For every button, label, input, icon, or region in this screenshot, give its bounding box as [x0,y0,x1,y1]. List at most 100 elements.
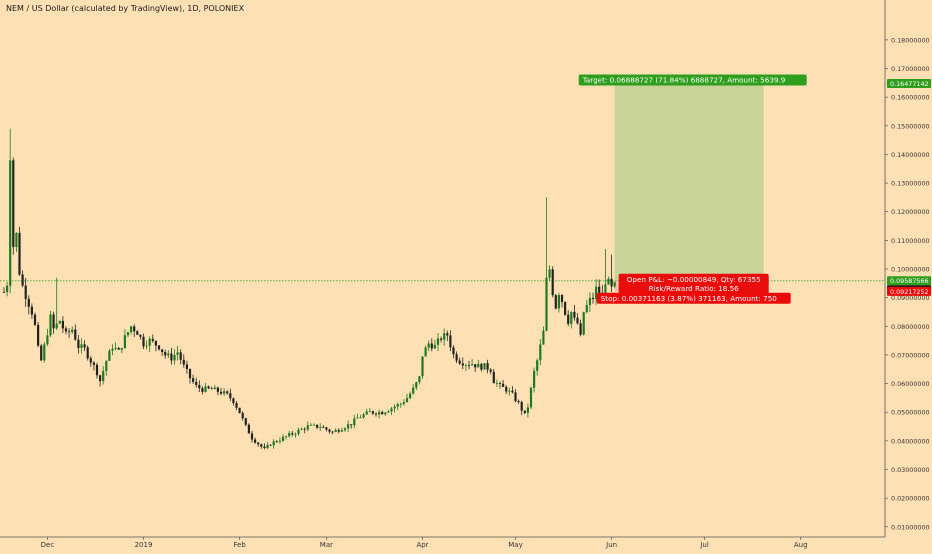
candle-body [455,354,458,361]
candle-body [167,353,170,356]
candle-body [241,413,244,419]
candle-body [285,436,288,437]
candle-body [387,411,390,413]
candle-body [334,430,337,432]
candle-body [95,364,99,376]
candle-body [381,412,384,415]
candle-body [529,387,533,408]
candle-body [46,335,49,345]
candle-body [226,391,229,394]
candle-body [539,344,542,361]
candle-body [604,284,607,293]
candle-body [436,338,440,345]
candle-body [430,343,433,349]
candle-body [517,401,520,403]
candle-body [80,344,83,349]
candle-body [396,404,399,407]
candle-body [6,285,9,293]
candle-body [591,297,595,299]
target-zone[interactable] [614,83,764,281]
candle-body [192,378,195,382]
candle-body [554,295,557,309]
candle-body [61,320,64,329]
candle-body [185,364,188,369]
candle-body [347,424,350,429]
candle-body [244,418,247,425]
price-tick-label: 0.08000000 [891,323,930,331]
candle-body [536,360,539,371]
candle-body [49,314,52,336]
candle-body [514,392,517,402]
candle-body [269,444,272,446]
candle-body [588,297,591,306]
price-tick-label: 0.12000000 [891,208,930,216]
candle-body [303,428,306,430]
target-label-box[interactable] [578,74,807,86]
candle-body [117,348,120,350]
candle-body [257,442,260,445]
candle-body [350,424,353,426]
candle-body [142,336,145,347]
time-tick-label: Apr [416,541,428,549]
candle-body [526,407,529,413]
candle-body [275,441,278,443]
candle-body [498,383,502,384]
candle-body [195,381,198,385]
candle-body [564,301,567,315]
candle-body [272,441,275,446]
candle-body [471,364,474,366]
candle-body [412,387,415,394]
chart-title: NEM / US Dollar (calculated by TradingVi… [6,4,245,13]
price-axis-panel [885,0,932,550]
candle-body [576,317,579,324]
candle-body [567,314,570,324]
price-tick-label: 0.13000000 [891,180,930,188]
candle-body [319,427,322,429]
candle-body [291,433,294,435]
candle-body [83,344,86,348]
time-tick-label: May [508,541,522,549]
candle-body [610,278,613,287]
candle-body [520,402,523,411]
candle-body [418,376,421,383]
candle-body [173,354,176,361]
price-badge [887,276,931,286]
candle-body [58,320,61,324]
candle-body [18,232,21,275]
candle-body [607,278,610,285]
price-tick-label: 0.10000000 [891,266,930,274]
price-tick-label: 0.06000000 [891,380,930,388]
price-tick-label: 0.07000000 [891,351,930,359]
candle-body [179,352,182,360]
candle-body [12,160,15,248]
candle-body [480,363,483,370]
candle-body [443,333,446,340]
stop-label-box[interactable] [596,292,791,304]
candle-body [328,429,331,432]
candle-body [384,412,387,415]
price-tick-label: 0.14000000 [891,151,930,159]
candle-body [505,386,508,392]
candle-body [464,365,467,367]
candle-body [77,339,80,349]
candle-body [461,363,464,366]
candle-body [545,277,548,331]
candle-body [74,329,77,340]
candle-body [52,314,55,329]
candle-body [595,286,598,299]
pnl-label-box[interactable] [618,273,769,296]
candle-body [99,375,102,382]
candle-body [449,335,452,348]
candle-body [30,306,33,315]
candle-body [446,333,449,336]
price-tick-label: 0.09000000 [891,294,930,302]
candle-body [207,386,210,389]
candle-body [399,403,402,405]
candle-body [223,391,226,394]
candle-body [266,444,269,448]
candle-body [210,388,213,390]
candle-body [126,332,130,336]
candle-body [343,428,347,431]
